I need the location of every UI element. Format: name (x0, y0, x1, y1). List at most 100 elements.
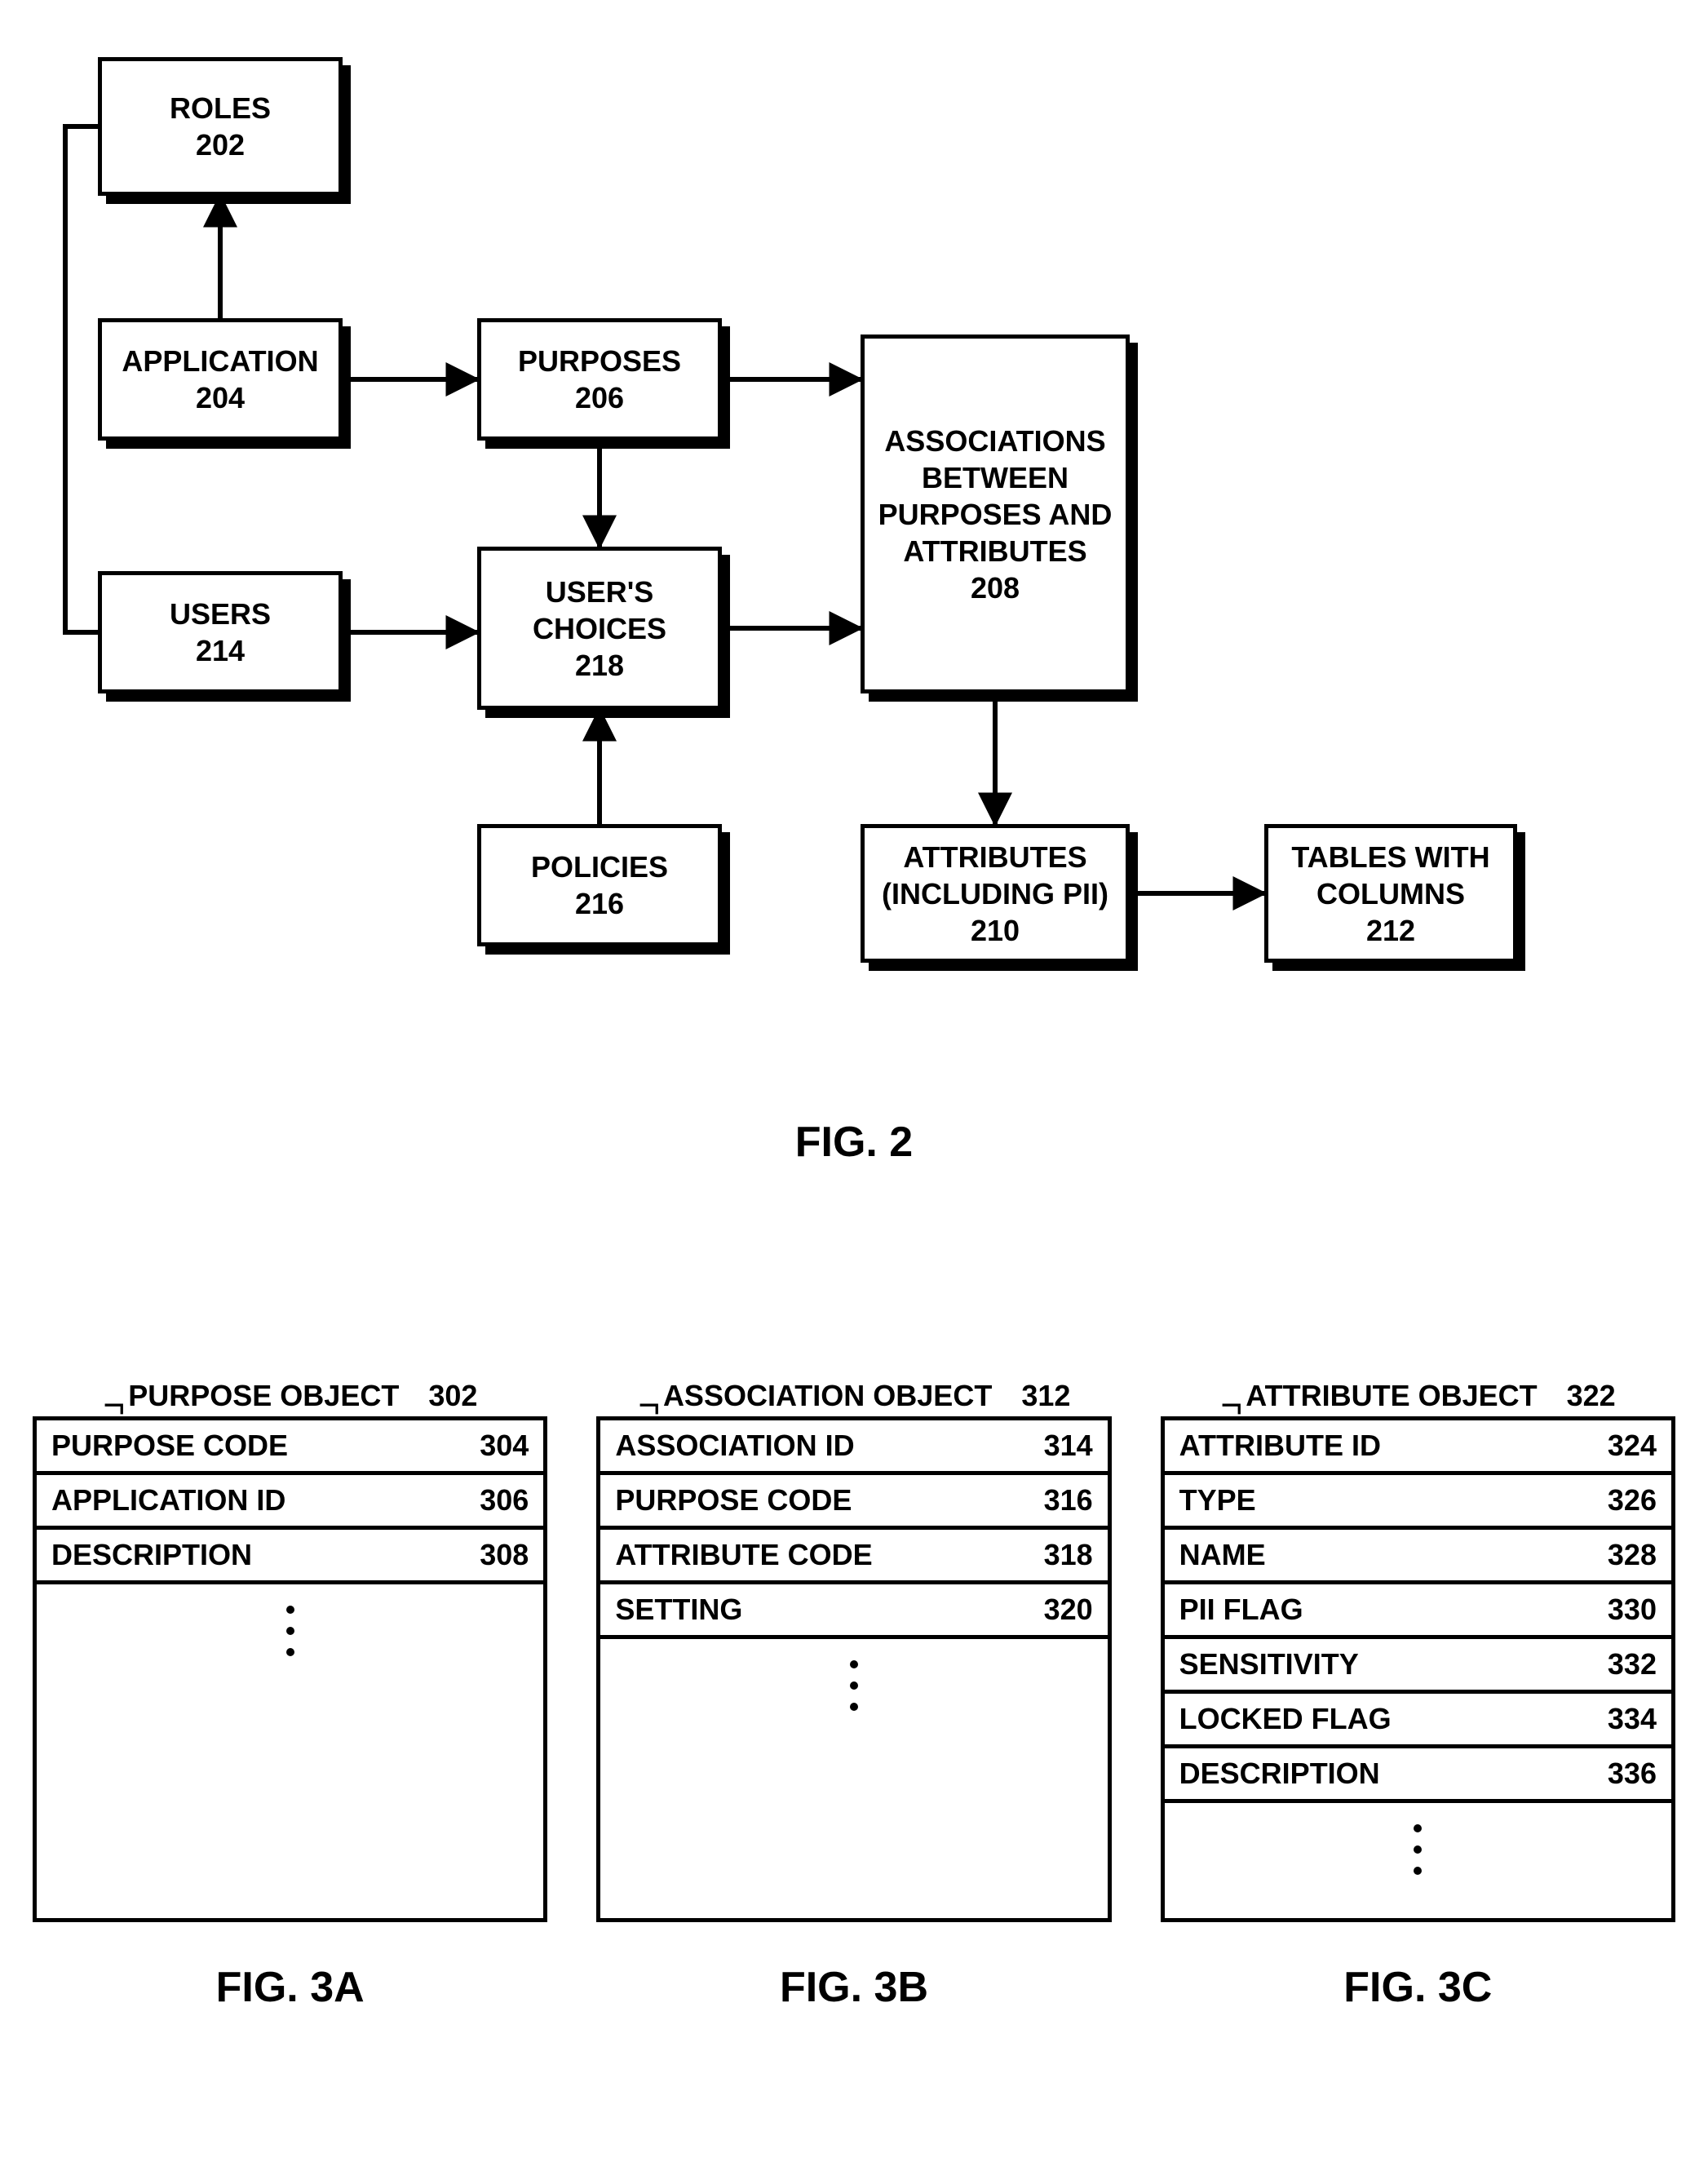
row-label: ASSOCIATION ID (615, 1429, 854, 1463)
box-label: USERS (170, 596, 271, 632)
box-label: ATTRIBUTES (INCLUDING PII) (871, 839, 1119, 912)
edge (65, 126, 98, 632)
fig3-caption: FIG. 3B (596, 1963, 1111, 2012)
box-num: 216 (575, 885, 624, 922)
row-label: PII FLAG (1179, 1593, 1303, 1627)
row-label: PURPOSE CODE (615, 1483, 852, 1517)
object-row: APPLICATION ID 306 (37, 1475, 543, 1530)
fig3-caption: FIG. 3C (1161, 1963, 1675, 2012)
fig3-captions: FIG. 3AFIG. 3BFIG. 3C (33, 1922, 1675, 2012)
object-row: DESCRIPTION 308 (37, 1530, 543, 1584)
row-num: 318 (1044, 1538, 1093, 1572)
row-num: 306 (480, 1483, 529, 1517)
object-row: ATTRIBUTE ID 324 (1165, 1420, 1671, 1475)
box-label: USER'S CHOICES (488, 574, 711, 647)
box-attributes: ATTRIBUTES (INCLUDING PII) 210 (861, 824, 1130, 963)
object-title-num: 322 (1567, 1379, 1616, 1413)
row-num: 314 (1044, 1429, 1093, 1463)
box-num: 218 (575, 647, 624, 684)
box-application: APPLICATION 204 (98, 318, 343, 441)
row-label: DESCRIPTION (1179, 1757, 1380, 1791)
dot-icon (1414, 1867, 1422, 1875)
row-num: 316 (1044, 1483, 1093, 1517)
object-row: LOCKED FLAG 334 (1165, 1694, 1671, 1748)
row-num: 332 (1608, 1647, 1657, 1681)
box-purposes: PURPOSES 206 (477, 318, 722, 441)
object-row: NAME 328 (1165, 1530, 1671, 1584)
row-label: SETTING (615, 1593, 742, 1627)
ellipsis-dots (37, 1584, 543, 1918)
curl-icon: ⌐ (638, 1394, 660, 1418)
fig2-caption: FIG. 2 (33, 1118, 1675, 1167)
row-label: LOCKED FLAG (1179, 1702, 1392, 1736)
row-label: TYPE (1179, 1483, 1256, 1517)
box-label: PURPOSES (518, 343, 681, 379)
box-num: 204 (196, 379, 245, 416)
object-row: ASSOCIATION ID 314 (600, 1420, 1107, 1475)
ellipsis-dots (600, 1639, 1107, 1918)
object-table: PURPOSE CODE 304 APPLICATION ID 306 DESCRIPT… (33, 1416, 547, 1922)
box-num: 202 (196, 126, 245, 163)
box-label: ASSOCIATIONS BETWEEN PURPOSES AND ATTRIB… (871, 423, 1119, 569)
box-num: 212 (1366, 912, 1415, 949)
row-num: 334 (1608, 1702, 1657, 1736)
object-title-num: 312 (1021, 1379, 1070, 1413)
object-row: SETTING 320 (600, 1584, 1107, 1639)
object-row: SENSITIVITY 332 (1165, 1639, 1671, 1694)
fig3-row: ⌐PURPOSE OBJECT 302PURPOSE CODE304APPLIC… (33, 1379, 1675, 1922)
box-label: TABLES WITH COLUMNS (1275, 839, 1507, 912)
object-title-num: 302 (428, 1379, 477, 1413)
box-label: APPLICATION (122, 343, 318, 379)
ellipsis-dots (1165, 1803, 1671, 1918)
box-user-choices: USER'S CHOICES 218 (477, 547, 722, 710)
object-row: PURPOSE CODE 316 (600, 1475, 1107, 1530)
box-num: 206 (575, 379, 624, 416)
row-num: 328 (1608, 1538, 1657, 1572)
box-users: USERS 214 (98, 571, 343, 693)
dot-icon (850, 1681, 858, 1690)
object-title-label: ASSOCIATION OBJECT (663, 1379, 992, 1413)
object-row: PURPOSE CODE 304 (37, 1420, 543, 1475)
curl-icon: ⌐ (1220, 1394, 1242, 1418)
box-policies: POLICIES 216 (477, 824, 722, 946)
object-row: ATTRIBUTE CODE 318 (600, 1530, 1107, 1584)
object-column: ⌐ASSOCIATION OBJECT 312 ASSOCIATION ID 314… (596, 1379, 1111, 1922)
row-label: ATTRIBUTE ID (1179, 1429, 1381, 1463)
row-num: 326 (1608, 1483, 1657, 1517)
object-title-label: ATTRIBUTE OBJECT (1246, 1379, 1537, 1413)
row-num: 304 (480, 1429, 529, 1463)
box-num: 210 (971, 912, 1020, 949)
object-row: DESCRIPTION 336 (1165, 1748, 1671, 1803)
object-title: ⌐ATTRIBUTE OBJECT 322 (1161, 1379, 1675, 1413)
row-label: ATTRIBUTE CODE (615, 1538, 872, 1572)
fig2-flowchart: ROLES 202 APPLICATION 204 PURPOSES 206 U… (33, 33, 1675, 1093)
box-label: ROLES (170, 90, 271, 126)
row-num: 320 (1044, 1593, 1093, 1627)
row-label: DESCRIPTION (51, 1538, 252, 1572)
object-title-label: PURPOSE OBJECT (128, 1379, 399, 1413)
box-num: 214 (196, 632, 245, 669)
row-num: 336 (1608, 1757, 1657, 1791)
curl-icon: ⌐ (103, 1394, 125, 1418)
row-num: 324 (1608, 1429, 1657, 1463)
dot-icon (286, 1606, 294, 1614)
object-row: PII FLAG 330 (1165, 1584, 1671, 1639)
row-num: 330 (1608, 1593, 1657, 1627)
dot-icon (850, 1660, 858, 1668)
box-label: POLICIES (531, 848, 668, 885)
row-num: 308 (480, 1538, 529, 1572)
dot-icon (286, 1648, 294, 1656)
object-column: ⌐PURPOSE OBJECT 302 PURPOSE CODE 304 APPLIC… (33, 1379, 547, 1922)
object-table: ATTRIBUTE ID 324 TYPE 326 NAME 328 PII FLAG 330… (1161, 1416, 1675, 1922)
object-title: ⌐ASSOCIATION OBJECT 312 (596, 1379, 1111, 1413)
object-title: ⌐PURPOSE OBJECT 302 (33, 1379, 547, 1413)
box-roles: ROLES 202 (98, 57, 343, 196)
row-label: APPLICATION ID (51, 1483, 285, 1517)
dot-icon (1414, 1845, 1422, 1854)
dot-icon (286, 1627, 294, 1635)
box-associations: ASSOCIATIONS BETWEEN PURPOSES AND ATTRIB… (861, 335, 1130, 693)
row-label: SENSITIVITY (1179, 1647, 1359, 1681)
object-row: TYPE 326 (1165, 1475, 1671, 1530)
row-label: NAME (1179, 1538, 1266, 1572)
row-label: PURPOSE CODE (51, 1429, 288, 1463)
